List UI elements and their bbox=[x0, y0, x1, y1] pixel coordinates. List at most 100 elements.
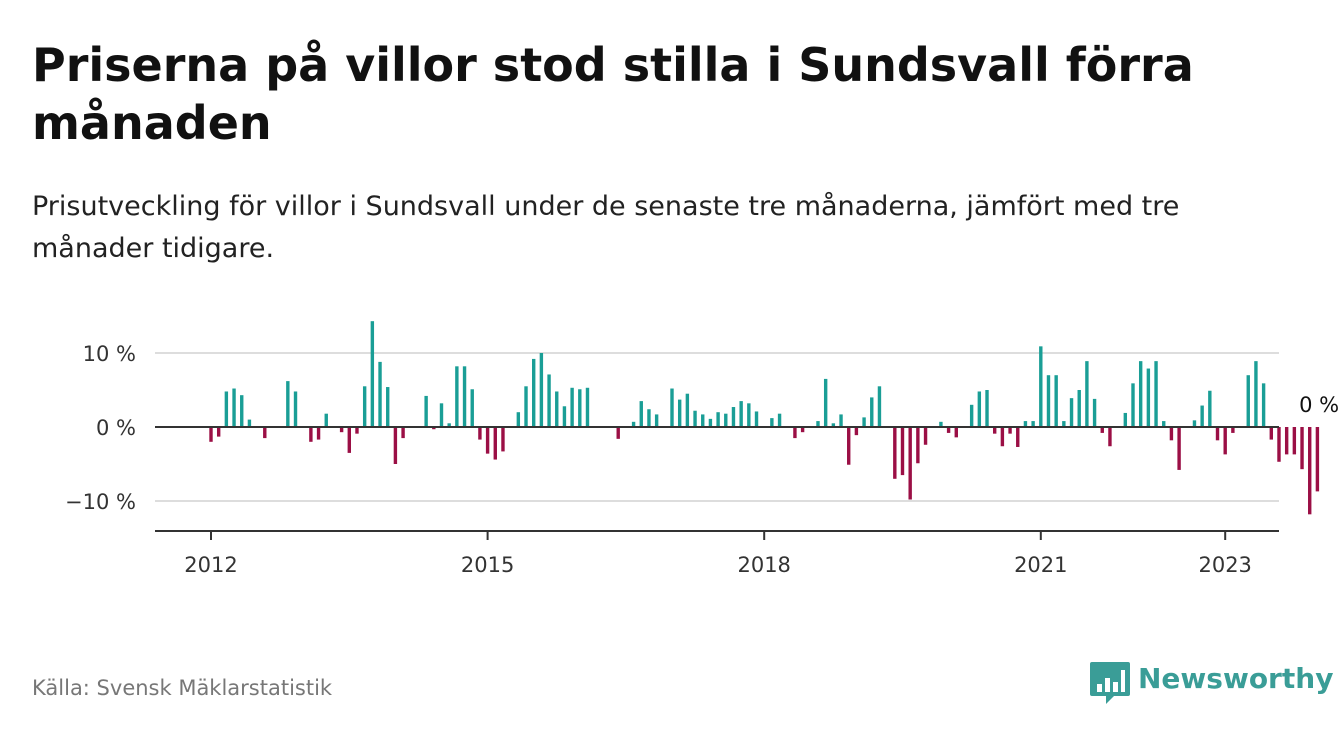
bar bbox=[993, 427, 997, 434]
bar bbox=[793, 427, 797, 439]
bar bbox=[562, 406, 567, 427]
bar bbox=[724, 413, 728, 427]
bar bbox=[1169, 427, 1174, 441]
bar bbox=[232, 388, 236, 427]
bar bbox=[293, 391, 298, 427]
bar bbox=[493, 427, 497, 460]
bar bbox=[647, 409, 651, 427]
bar bbox=[969, 404, 974, 427]
bar bbox=[977, 391, 982, 427]
bar bbox=[362, 386, 367, 427]
bar bbox=[685, 393, 690, 427]
bar bbox=[1100, 427, 1104, 433]
bar bbox=[908, 427, 912, 500]
bar bbox=[1077, 390, 1081, 427]
bar bbox=[1277, 427, 1281, 462]
x-tick-label: 2015 bbox=[461, 553, 514, 577]
bar bbox=[770, 418, 774, 427]
bar bbox=[854, 427, 859, 436]
bar bbox=[1177, 427, 1181, 470]
bar bbox=[309, 427, 313, 442]
bar bbox=[247, 419, 252, 427]
bar bbox=[870, 397, 874, 427]
bar bbox=[516, 412, 521, 427]
bar bbox=[1008, 427, 1012, 434]
bar bbox=[532, 358, 536, 427]
bar bbox=[631, 421, 636, 427]
newsworthy-logo-icon bbox=[1090, 662, 1130, 704]
bar bbox=[1308, 427, 1312, 515]
latest-value-annotation: 0 % bbox=[1299, 393, 1339, 417]
bar-chart: 10 % 0 % −10 % 2012 2015 2018 2021 2023 0 % bbox=[65, 321, 1339, 577]
bar bbox=[1261, 383, 1266, 427]
bar bbox=[462, 366, 467, 427]
bar bbox=[816, 421, 820, 427]
source-note: Källa: Svensk Mäklarstatistik bbox=[32, 676, 333, 700]
y-tick-label: −10 % bbox=[65, 490, 136, 514]
x-tick-label: 2021 bbox=[1014, 553, 1067, 577]
x-tick-label: 2018 bbox=[737, 553, 790, 577]
bar bbox=[1062, 421, 1066, 427]
bar bbox=[393, 427, 398, 464]
bar bbox=[439, 403, 444, 427]
bar bbox=[209, 427, 213, 442]
bar bbox=[716, 412, 720, 427]
bar bbox=[916, 427, 920, 464]
bar bbox=[470, 389, 474, 427]
bar bbox=[877, 386, 882, 427]
bar bbox=[1123, 412, 1128, 427]
bar bbox=[1284, 427, 1289, 455]
bar bbox=[570, 387, 574, 427]
bar bbox=[1131, 383, 1135, 427]
bar bbox=[1023, 421, 1028, 427]
bar bbox=[693, 410, 697, 427]
bar bbox=[339, 427, 344, 433]
bar bbox=[216, 427, 221, 437]
bar bbox=[1246, 375, 1250, 427]
bar bbox=[939, 421, 943, 427]
bar bbox=[1085, 361, 1089, 427]
bar bbox=[539, 353, 544, 427]
brand-name: Newsworthy bbox=[1138, 662, 1334, 695]
bar bbox=[1215, 427, 1220, 441]
bar bbox=[1138, 361, 1143, 427]
bar bbox=[524, 386, 528, 427]
bar bbox=[1208, 390, 1212, 427]
bar bbox=[555, 391, 559, 427]
bar bbox=[1315, 427, 1320, 492]
bar bbox=[923, 427, 928, 445]
bar bbox=[985, 390, 989, 427]
bar bbox=[670, 388, 674, 427]
bar bbox=[1300, 427, 1304, 470]
bar bbox=[316, 427, 321, 440]
bar bbox=[639, 401, 643, 427]
bar bbox=[378, 361, 382, 427]
bar bbox=[616, 427, 620, 439]
bar bbox=[708, 418, 713, 427]
y-tick-label: 0 % bbox=[96, 416, 136, 440]
bar bbox=[347, 427, 351, 453]
bar bbox=[654, 414, 659, 427]
bar bbox=[240, 395, 244, 427]
bar bbox=[831, 423, 836, 427]
bar bbox=[1223, 427, 1227, 455]
bar bbox=[355, 427, 359, 434]
bar bbox=[401, 427, 405, 439]
bar bbox=[777, 413, 782, 427]
bar bbox=[1000, 427, 1005, 447]
brand-logo[interactable]: Newsworthy bbox=[1088, 660, 1333, 706]
bar bbox=[455, 366, 459, 427]
bar bbox=[900, 427, 905, 476]
bar bbox=[1146, 368, 1151, 427]
bar bbox=[1016, 427, 1020, 447]
bar bbox=[1039, 346, 1043, 427]
bar bbox=[224, 391, 229, 427]
bar bbox=[547, 374, 551, 427]
bar bbox=[370, 321, 375, 427]
bar bbox=[862, 417, 866, 427]
bar bbox=[1031, 421, 1035, 427]
bar bbox=[823, 378, 828, 427]
bar bbox=[1092, 398, 1097, 427]
bar bbox=[677, 399, 682, 427]
bar bbox=[286, 381, 290, 427]
